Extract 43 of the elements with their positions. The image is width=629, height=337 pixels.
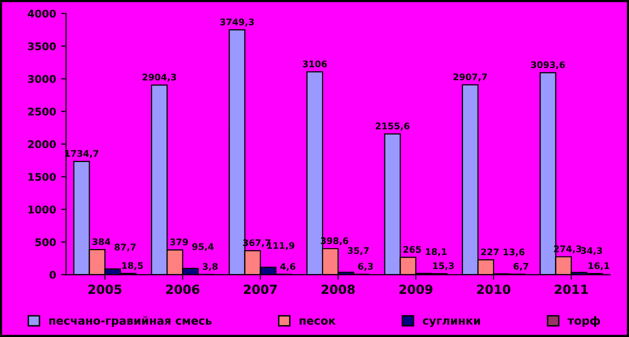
data-label: 18,1 xyxy=(426,248,447,256)
data-label: 379 xyxy=(170,238,188,246)
data-label: 2155,6 xyxy=(376,122,410,131)
data-label: 2907,7 xyxy=(454,73,487,82)
x-tick-label: 2009 xyxy=(399,284,432,294)
data-label: 384 xyxy=(92,238,110,246)
data-label: 34,3 xyxy=(581,247,602,256)
x-tick-label: 2008 xyxy=(322,284,355,294)
y-tick-label: 3000 xyxy=(28,75,56,83)
data-label: 3749,3 xyxy=(220,18,254,26)
legend-label: суглинки xyxy=(422,318,480,327)
x-tick-label: 2007 xyxy=(244,284,277,294)
data-label: 2904,3 xyxy=(142,74,176,82)
data-label: 4,6 xyxy=(280,263,296,271)
legend-label: торф xyxy=(568,316,600,327)
x-tick-label: 2006 xyxy=(166,284,200,294)
legend-label: песчано-гравийная смесь xyxy=(49,316,212,327)
legend-label: песок xyxy=(300,318,336,325)
data-label: 35,7 xyxy=(348,247,369,256)
x-tick-label: 2005 xyxy=(88,284,122,294)
y-tick-label: 2500 xyxy=(28,108,56,116)
data-label: 13,6 xyxy=(504,248,524,257)
data-label: 227 xyxy=(481,248,499,256)
data-label: 265 xyxy=(404,246,421,253)
data-label: 95,4 xyxy=(192,243,214,252)
data-label: 3,8 xyxy=(202,263,218,272)
x-tick-label: 2011 xyxy=(554,284,588,294)
data-label: 16,1 xyxy=(588,262,610,270)
x-tick-label: 2010 xyxy=(477,284,510,294)
data-label: 15,3 xyxy=(433,262,454,270)
data-label: 6,7 xyxy=(514,262,528,271)
y-tick-label: 3500 xyxy=(28,42,56,50)
data-label: 3106 xyxy=(302,60,327,68)
y-tick-label: 2000 xyxy=(28,140,56,148)
y-tick-label: 1500 xyxy=(28,172,56,181)
y-tick-label: 500 xyxy=(35,238,56,246)
y-tick-label: 4000 xyxy=(28,10,56,18)
data-label: 3093,6 xyxy=(531,61,565,70)
data-label: 6,3 xyxy=(358,262,373,271)
data-label: 18,5 xyxy=(122,262,143,270)
data-label: 87,7 xyxy=(114,244,136,252)
y-tick-label: 0 xyxy=(50,270,56,279)
y-tick-label: 1000 xyxy=(28,206,56,214)
